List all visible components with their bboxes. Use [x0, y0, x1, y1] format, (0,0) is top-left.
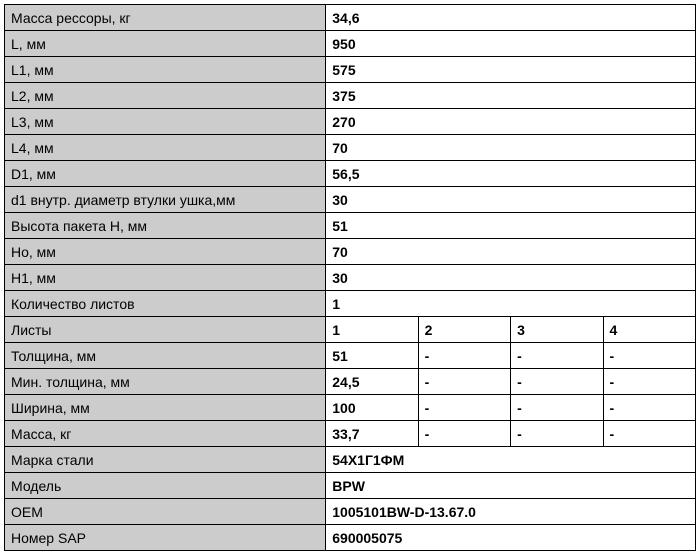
- row-value: 1005101BW-D-13.67.0: [326, 499, 696, 525]
- table-row: Количество листов 1: [5, 291, 696, 317]
- table-row: Масса рессоры, кг 34,6: [5, 5, 696, 31]
- table-row: Ширина, мм 100 - - -: [5, 395, 696, 421]
- row-label: Толщина, мм: [5, 343, 326, 369]
- row-cell: -: [511, 369, 603, 395]
- row-value: 375: [326, 83, 696, 109]
- table-row: L1, мм 575: [5, 57, 696, 83]
- row-label: Марка стали: [5, 447, 326, 473]
- row-value: 30: [326, 265, 696, 291]
- table-row: Масса, кг 33,7 - - -: [5, 421, 696, 447]
- row-cell: 1: [326, 317, 418, 343]
- row-cell: 2: [418, 317, 510, 343]
- row-label: Мин. толщина, мм: [5, 369, 326, 395]
- row-label: Hо, мм: [5, 239, 326, 265]
- table-row: Марка стали 54Х1Г1ФМ: [5, 447, 696, 473]
- row-value: 1: [326, 291, 696, 317]
- row-value: 690005075: [326, 525, 696, 551]
- row-cell: 3: [511, 317, 603, 343]
- row-cell: 4: [603, 317, 695, 343]
- row-label: L2, мм: [5, 83, 326, 109]
- table-row: L2, мм 375: [5, 83, 696, 109]
- row-cell: -: [603, 395, 695, 421]
- row-cell: -: [511, 421, 603, 447]
- row-label: D1, мм: [5, 161, 326, 187]
- row-cell: -: [603, 369, 695, 395]
- row-cell: -: [511, 343, 603, 369]
- row-value: 54Х1Г1ФМ: [326, 447, 696, 473]
- table-row: Hо, мм 70: [5, 239, 696, 265]
- row-cell: -: [603, 343, 695, 369]
- row-cell: 51: [326, 343, 418, 369]
- table-row: Листы 1 2 3 4: [5, 317, 696, 343]
- row-cell: -: [418, 343, 510, 369]
- row-value: 70: [326, 239, 696, 265]
- row-value: 30: [326, 187, 696, 213]
- row-label: Номер SAP: [5, 525, 326, 551]
- row-value: 56,5: [326, 161, 696, 187]
- row-cell: 33,7: [326, 421, 418, 447]
- table-row: Номер SAP 690005075: [5, 525, 696, 551]
- row-label: L1, мм: [5, 57, 326, 83]
- table-row: Толщина, мм 51 - - -: [5, 343, 696, 369]
- table-row: L3, мм 270: [5, 109, 696, 135]
- table-row: L, мм 950: [5, 31, 696, 57]
- row-value: 575: [326, 57, 696, 83]
- row-value: 51: [326, 213, 696, 239]
- table-row: Высота пакета H, мм 51: [5, 213, 696, 239]
- row-label: Листы: [5, 317, 326, 343]
- row-label: L, мм: [5, 31, 326, 57]
- row-cell: -: [603, 421, 695, 447]
- row-label: Масса рессоры, кг: [5, 5, 326, 31]
- row-cell: 100: [326, 395, 418, 421]
- row-label: Модель: [5, 473, 326, 499]
- table-row: Модель BPW: [5, 473, 696, 499]
- table-row: Мин. толщина, мм 24,5 - - -: [5, 369, 696, 395]
- row-label: d1 внутр. диаметр втулки ушка,мм: [5, 187, 326, 213]
- row-cell: -: [418, 395, 510, 421]
- row-value: 70: [326, 135, 696, 161]
- row-label: L4, мм: [5, 135, 326, 161]
- row-value: 270: [326, 109, 696, 135]
- row-cell: -: [418, 369, 510, 395]
- row-value: 950: [326, 31, 696, 57]
- table-row: d1 внутр. диаметр втулки ушка,мм 30: [5, 187, 696, 213]
- row-label: Высота пакета H, мм: [5, 213, 326, 239]
- table-row: L4, мм 70: [5, 135, 696, 161]
- row-label: L3, мм: [5, 109, 326, 135]
- row-label: Ширина, мм: [5, 395, 326, 421]
- row-label: OEM: [5, 499, 326, 525]
- row-cell: 24,5: [326, 369, 418, 395]
- table-row: D1, мм 56,5: [5, 161, 696, 187]
- row-label: Количество листов: [5, 291, 326, 317]
- row-label: H1, мм: [5, 265, 326, 291]
- row-label: Масса, кг: [5, 421, 326, 447]
- table-row: OEM 1005101BW-D-13.67.0: [5, 499, 696, 525]
- spec-table: Масса рессоры, кг 34,6 L, мм 950 L1, мм …: [4, 4, 696, 551]
- row-value: BPW: [326, 473, 696, 499]
- table-row: H1, мм 30: [5, 265, 696, 291]
- row-cell: -: [418, 421, 510, 447]
- row-value: 34,6: [326, 5, 696, 31]
- row-cell: -: [511, 395, 603, 421]
